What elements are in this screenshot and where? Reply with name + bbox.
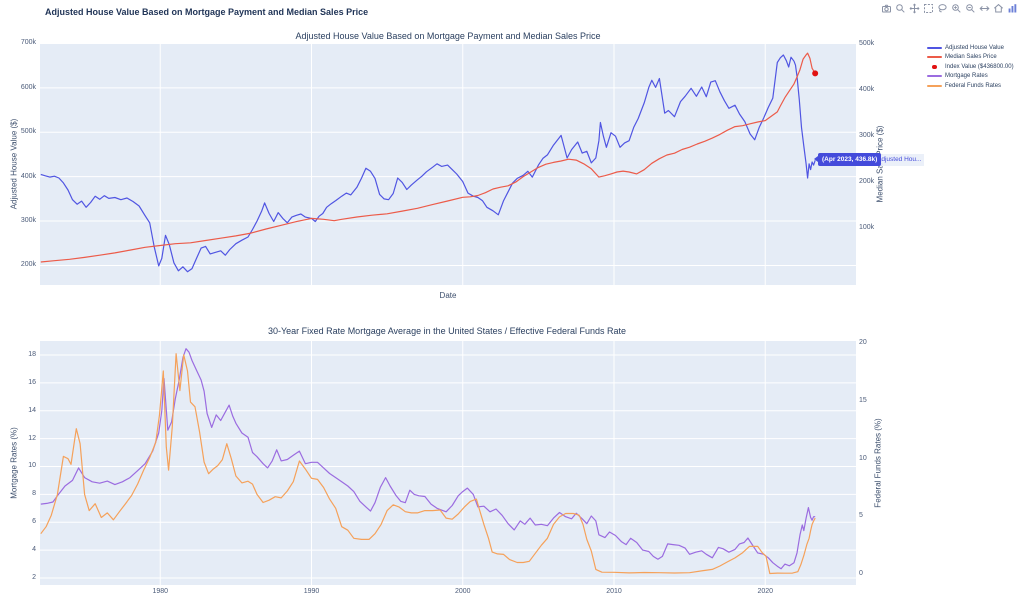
tick-label: 16: [28, 378, 36, 386]
box-select-icon: [923, 3, 933, 13]
chart2-plot-area[interactable]: [40, 341, 856, 585]
zoom-out-icon: [965, 3, 975, 13]
tick-label: 100k: [859, 224, 875, 232]
tick-label: 500k: [859, 40, 875, 48]
chart1-title: Adjusted House Value Based on Mortgage P…: [295, 31, 601, 41]
legend-item-label: Federal Funds Rates: [945, 82, 1002, 89]
legend-item[interactable]: Federal Funds Rates: [927, 81, 1014, 91]
zoom-out-button[interactable]: [964, 2, 976, 14]
series-line: [40, 54, 816, 273]
lasso-icon: [937, 3, 947, 12]
legend: Adjusted House Value Median Sales Price In…: [927, 43, 1014, 91]
box-select-button[interactable]: [922, 2, 934, 14]
tick-label: 0: [859, 570, 863, 578]
tick-label: 14: [28, 406, 36, 414]
series-line: [40, 348, 816, 570]
pan-button[interactable]: [908, 2, 920, 14]
tick-label: 6: [32, 518, 36, 526]
tick-label: 2: [32, 574, 36, 582]
autoscale-icon: [978, 5, 990, 11]
tick-label: 20: [859, 339, 867, 347]
lasso-button[interactable]: [936, 2, 948, 14]
modebar: [880, 2, 1018, 14]
legend-item-label: Index Value ($436800.00): [945, 63, 1014, 70]
tick-label: 5: [859, 512, 863, 520]
legend-dot-swatch: [927, 64, 942, 69]
zoom-in-icon: [951, 3, 961, 13]
tick-label: 700k: [20, 39, 36, 47]
tick-label: 500k: [20, 128, 36, 136]
tick-label: 200k: [859, 178, 875, 186]
chart1-xaxis-title: Date: [439, 291, 457, 300]
legend-item[interactable]: Index Value ($436800.00): [927, 62, 1014, 72]
zoom-in-button[interactable]: [950, 2, 962, 14]
autoscale-button[interactable]: [978, 2, 990, 14]
tick-label: 18: [28, 350, 36, 358]
hover-trace-label: Adjusted Hou...: [874, 154, 925, 166]
tick-label: 2010: [606, 588, 622, 595]
tick-label: 600k: [20, 83, 36, 91]
hover-label: (Apr 2023, 436.8k): [813, 153, 882, 166]
tick-label: 10: [859, 454, 867, 462]
camera-button[interactable]: [880, 2, 892, 14]
tick-label: 15: [859, 396, 867, 404]
chart1-plot-area[interactable]: [40, 42, 856, 285]
reset-axes-icon: [993, 3, 1003, 12]
zoom-button[interactable]: [894, 2, 906, 14]
tick-label: 1980: [152, 588, 169, 595]
zoom-icon: [895, 3, 905, 13]
legend-item[interactable]: Mortgage Rates: [927, 72, 1014, 82]
legend-item-label: Median Sales Price: [945, 54, 997, 61]
plotly-logo-button[interactable]: [1006, 2, 1018, 14]
series-line: [40, 353, 816, 575]
tick-label: 2020: [757, 588, 774, 595]
series-line: [40, 52, 816, 263]
tick-label: 300k: [20, 217, 36, 225]
hover-label-text: (Apr 2023, 436.8k): [822, 155, 878, 163]
plotly-logo-icon: [1008, 3, 1016, 13]
tick-label: 12: [28, 434, 36, 442]
page-title: Adjusted House Value Based on Mortgage P…: [45, 7, 369, 17]
tick-label: 200k: [20, 261, 36, 269]
tick-label: 400k: [20, 172, 36, 180]
camera-icon: [881, 4, 891, 12]
chart2-yaxis-right-title: Federal Funds Rates (%): [873, 418, 883, 508]
legend-item[interactable]: Median Sales Price: [927, 53, 1014, 63]
legend-line-swatch: [927, 75, 942, 78]
legend-item-label: Adjusted House Value: [945, 44, 1004, 51]
pan-icon: [908, 2, 920, 14]
tick-label: 1990: [303, 588, 320, 595]
legend-line-swatch: [927, 84, 942, 87]
legend-item-label: Mortgage Rates: [945, 73, 988, 80]
reset-axes-button[interactable]: [992, 2, 1004, 14]
tick-label: 2000: [454, 588, 471, 595]
tick-label: 300k: [859, 132, 875, 140]
tick-label: 10: [28, 462, 36, 470]
legend-line-swatch: [927, 46, 942, 49]
legend-item[interactable]: Adjusted House Value: [927, 43, 1014, 53]
tick-label: 8: [32, 490, 36, 498]
chart2-title: 30-Year Fixed Rate Mortgage Average in t…: [267, 326, 627, 336]
legend-line-swatch: [927, 56, 942, 59]
tick-label: 400k: [859, 86, 875, 94]
tick-label: 4: [32, 546, 36, 554]
index-value-marker: [812, 70, 819, 77]
